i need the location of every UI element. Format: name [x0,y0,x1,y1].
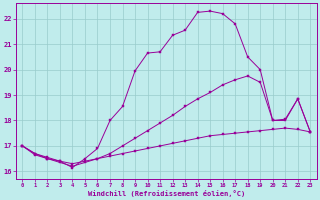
X-axis label: Windchill (Refroidissement éolien,°C): Windchill (Refroidissement éolien,°C) [88,190,245,197]
